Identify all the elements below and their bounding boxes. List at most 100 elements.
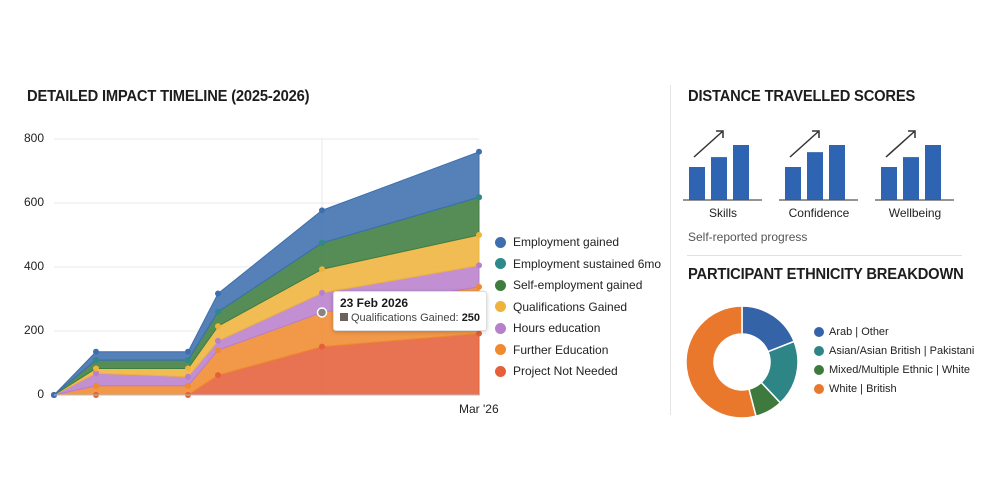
data-point[interactable] [93,348,99,355]
score-label: Skills [708,206,737,220]
score-label: Wellbeing [888,206,942,220]
arrow-icon [693,130,724,158]
legend-swatch [495,258,506,269]
legend-item[interactable]: Employment gained [495,235,619,249]
legend-label: Hours education [513,321,601,335]
legend-label: Asian/Asian British | Pakistani [829,345,975,357]
y-tick-label: 400 [23,259,44,273]
legend-label: Self-employment gained [513,278,643,292]
legend-item[interactable]: Project Not Needed [495,364,618,378]
legend-swatch [814,327,824,337]
trend-up-bars-icon [875,130,954,201]
legend-item[interactable]: Further Education [495,343,608,357]
data-point[interactable] [319,240,325,246]
trend-up-bars-icon [683,130,762,201]
distance-title: DISTANCE TRAVELLED SCORES [688,88,916,105]
legend-item[interactable]: Arab | Other [814,326,889,338]
data-point[interactable] [185,348,191,355]
y-tick-label: 0 [37,387,44,401]
x-tick-label: Mar '26 [459,402,499,416]
score-bar [903,157,919,200]
tooltip-date: 23 Feb 2026 [340,296,409,310]
data-point[interactable] [93,357,99,364]
legend-label: Mixed/Multiple Ethnic | White [829,364,971,376]
legend-label: Employment sustained 6mo [513,256,662,271]
tooltip-swatch [340,313,348,321]
data-point[interactable] [476,283,482,290]
legend-label: Further Education [513,342,609,357]
data-point[interactable] [319,266,325,273]
legend-item[interactable]: Mixed/Multiple Ethnic | White [814,364,970,376]
score-bar [785,167,801,200]
data-point[interactable] [319,289,325,296]
data-point[interactable] [215,323,221,330]
data-point[interactable] [93,365,99,372]
trend-up-bars-icon [779,130,858,201]
section-divider [687,255,962,256]
legend-label: Arab | Other [829,326,889,338]
arrow-head [908,130,916,138]
arrow-head [716,130,724,138]
data-point[interactable] [476,232,482,238]
data-point[interactable] [215,308,221,315]
legend-label: Project Not Needed [513,364,618,378]
legend-swatch [814,384,824,394]
legend-swatch [814,346,824,356]
y-tick-label: 600 [23,195,44,209]
ethnicity-donut-chart[interactable] [677,297,807,427]
score-bar [925,145,941,200]
legend-label: White | British [829,383,897,395]
legend-item[interactable]: Qualifications Gained [495,300,627,314]
hover-marker [316,307,328,318]
score-bar [881,167,897,200]
legend-swatch [495,301,506,312]
legend-label: Employment gained [513,235,620,249]
legend-swatch [814,365,824,375]
y-tick-label: 800 [23,131,44,145]
data-point[interactable] [185,365,191,372]
data-point[interactable] [319,207,325,214]
data-point[interactable] [185,357,191,364]
ethnicity-title: PARTICIPANT ETHNICITY BREAKDOWN [688,266,964,283]
y-tick-label: 200 [23,323,44,337]
data-point[interactable] [476,262,482,269]
data-point[interactable] [476,148,482,155]
data-point[interactable] [215,347,221,354]
area-series[interactable] [53,151,480,396]
data-point[interactable] [93,382,99,389]
arrow-icon [789,130,820,158]
legend-swatch [495,344,506,355]
data-point[interactable] [215,372,221,379]
donut-slice[interactable] [685,305,757,419]
legend-label: Qualifications Gained [513,299,628,314]
score-label: Confidence [788,206,850,220]
data-point[interactable] [476,194,482,201]
data-point[interactable] [93,370,99,377]
legend-swatch [495,279,506,291]
score-bar [689,167,705,200]
distance-subtitle: Self-reported progress [688,230,808,244]
data-point[interactable] [319,343,325,350]
data-point[interactable] [185,373,191,380]
legend-item[interactable]: Hours education [495,321,600,335]
chart-tooltip: 23 Feb 2026 Qualifications Gained: 250 [333,291,488,331]
legend-item[interactable]: White | British [814,383,897,395]
tooltip-value: 250 [461,312,481,324]
legend-swatch [495,322,506,334]
arrow-head [812,130,820,138]
panel-divider [670,85,671,415]
score-bar [829,145,845,200]
data-point[interactable] [215,290,221,297]
data-point[interactable] [476,330,482,337]
legend-item[interactable]: Asian/Asian British | Pakistani [814,345,974,357]
score-bar [711,157,727,200]
legend-item[interactable]: Employment sustained 6mo [495,257,661,271]
legend-swatch [495,365,506,377]
data-point[interactable] [215,337,221,344]
timeline-title: DETAILED IMPACT TIMELINE (2025-2026) [27,88,310,105]
tooltip-label: Qualifications Gained: [351,312,459,324]
data-point[interactable] [185,382,191,389]
score-bar [807,152,823,200]
legend-item[interactable]: Self-employment gained [495,278,642,292]
